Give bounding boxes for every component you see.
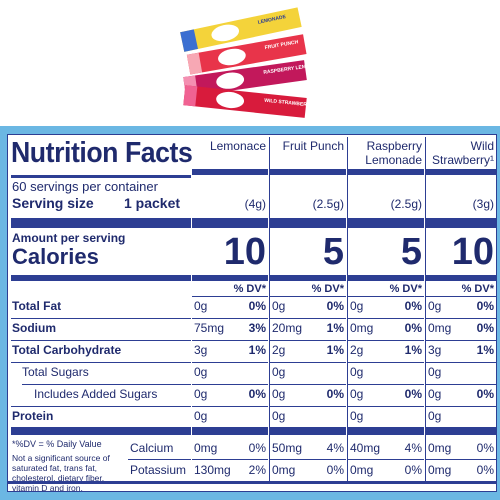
fat-lemonace: 0g — [194, 299, 208, 313]
serving-size-thick-rule — [11, 218, 191, 228]
potassium-dv-fruit-punch: 0% — [326, 463, 344, 477]
sodium-raspberry-lemonade: 0mg — [350, 321, 374, 335]
calories-lemonace: 10 — [223, 231, 266, 273]
carb-raspberry-lemonade: 2g — [350, 343, 364, 357]
sodium-lemonace: 75mg — [194, 321, 225, 335]
serving-lemonace: (4g) — [244, 197, 266, 211]
column-header-raspberry-lemonade: Raspberry Lemonade — [365, 139, 422, 167]
carb-dv-lemonace: 1% — [248, 343, 266, 357]
drink-packets-image: LEMONADE FRUIT PUNCH RASPBERRY LEMONADE … — [180, 7, 324, 118]
added-lemonace: 0g — [194, 387, 208, 401]
protein-fruit-punch: 0g — [272, 409, 286, 423]
carb-wild-strawberry: 3g — [428, 343, 442, 357]
carb-dv-wild-strawberry: 1% — [476, 343, 494, 357]
potassium-dv-wild-strawberry: 0% — [476, 463, 494, 477]
calcium-dv-raspberry-lemonade: 4% — [404, 441, 422, 455]
calcium-wild-strawberry: 0mg — [428, 441, 452, 455]
fat-wild-strawberry: 0g — [428, 299, 442, 313]
protein-thick-rule — [11, 427, 191, 435]
added-raspberry-lemonade: 0g — [350, 387, 364, 401]
dv-header-fruit-punch: % DV* — [311, 283, 344, 295]
bottom-rule — [8, 481, 496, 484]
dv-header-raspberry-lemonade: % DV* — [389, 283, 422, 295]
column-header-fruit-punch: Fruit Punch — [282, 139, 344, 153]
carb-lemonace: 3g — [194, 343, 208, 357]
sodium-wild-strawberry: 0mg — [428, 321, 452, 335]
servings-per-container: 60 servings per container — [12, 179, 158, 194]
serving-size-value: 1 packet — [124, 195, 181, 211]
daily-value-footnote: *%DV = % Daily Value — [12, 439, 102, 449]
row-label-calcium: Calcium — [130, 441, 174, 455]
calcium-lemonace: 0mg — [194, 441, 218, 455]
row-label-total-sugars: Total Sugars — [22, 365, 89, 379]
sodium-dv-raspberry-lemonade: 0% — [404, 321, 422, 335]
column-header-lemonace: Lemonace — [209, 139, 266, 153]
amount-per-serving: Amount per serving — [12, 231, 126, 245]
potassium-fruit-punch: 0mg — [272, 463, 296, 477]
row-label-total-fat: Total Fat — [12, 299, 62, 313]
protein-lemonace: 0g — [194, 409, 208, 423]
potassium-lemonace: 130mg — [194, 463, 231, 477]
calories-thick-rule — [11, 275, 191, 281]
sugars-fruit-punch: 0g — [272, 365, 286, 379]
sodium-dv-fruit-punch: 1% — [326, 321, 344, 335]
sugars-lemonace: 0g — [194, 365, 208, 379]
potassium-raspberry-lemonade: 0mg — [350, 463, 374, 477]
added-wild-strawberry: 0g — [428, 387, 442, 401]
added-dv-raspberry-lemonade: 0% — [404, 387, 422, 401]
potassium-wild-strawberry: 0mg — [428, 463, 452, 477]
added-dv-lemonace: 0% — [248, 387, 266, 401]
row-label-total-carbohydrate: Total Carbohydrate — [12, 343, 122, 357]
row-label-potassium: Potassium — [130, 463, 187, 477]
svg-text:FRUIT PUNCH: FRUIT PUNCH — [264, 39, 299, 51]
svg-text:WILD STRAWBERRY: WILD STRAWBERRY — [264, 98, 315, 109]
fat-raspberry-lemonade: 0g — [350, 299, 364, 313]
sugars-raspberry-lemonade: 0g — [350, 365, 364, 379]
serving-size-label: Serving size — [12, 195, 94, 211]
sodium-fruit-punch: 20mg — [272, 321, 303, 335]
carb-dv-fruit-punch: 1% — [326, 343, 344, 357]
added-dv-fruit-punch: 0% — [326, 387, 344, 401]
serving-raspberry-lemonade: (2.5g) — [390, 197, 422, 211]
nutrition-facts-title: Nutrition Facts — [11, 137, 193, 169]
potassium-dv-lemonace: 2% — [248, 463, 266, 477]
row-label-sodium: Sodium — [12, 321, 56, 335]
product-image-area: LEMONADE FRUIT PUNCH RASPBERRY LEMONADE … — [0, 0, 500, 126]
calories-wild-strawberry: 10 — [451, 231, 494, 273]
calcium-fruit-punch: 50mg — [272, 441, 303, 455]
calcium-dv-lemonace: 0% — [248, 441, 266, 455]
carb-fruit-punch: 2g — [272, 343, 286, 357]
fat-dv-fruit-punch: 0% — [326, 299, 344, 313]
carb-dv-raspberry-lemonade: 1% — [404, 343, 422, 357]
added-dv-wild-strawberry: 0% — [476, 387, 494, 401]
protein-raspberry-lemonade: 0g — [350, 409, 364, 423]
dv-header-lemonace: % DV* — [233, 283, 266, 295]
fat-dv-raspberry-lemonade: 0% — [404, 299, 422, 313]
added-fruit-punch: 0g — [272, 387, 286, 401]
calories-fruit-punch: 5 — [322, 231, 344, 273]
column-header-wild-strawberry: Wild Strawberry¹ — [431, 139, 494, 167]
row-label-added-sugars: Includes Added Sugars — [34, 387, 158, 401]
calcium-dv-wild-strawberry: 0% — [476, 441, 494, 455]
calories-label: Calories — [12, 244, 99, 269]
not-significant-source-note: Not a significant source of saturated fa… — [12, 453, 110, 493]
fat-fruit-punch: 0g — [272, 299, 286, 313]
sodium-dv-wild-strawberry: 0% — [476, 321, 494, 335]
calcium-dv-fruit-punch: 4% — [326, 441, 344, 455]
serving-wild-strawberry: (3g) — [472, 197, 494, 211]
sugars-wild-strawberry: 0g — [428, 365, 442, 379]
protein-wild-strawberry: 0g — [428, 409, 442, 423]
potassium-dv-raspberry-lemonade: 0% — [404, 463, 422, 477]
svg-text:LEMONADE: LEMONADE — [257, 14, 287, 26]
title-rule — [11, 175, 191, 178]
dv-header-wild-strawberry: % DV* — [461, 283, 494, 295]
sodium-dv-lemonace: 3% — [248, 321, 266, 335]
calories-raspberry-lemonade: 5 — [400, 231, 422, 273]
nutrition-facts-label: Nutrition Facts 60 servings per containe… — [7, 134, 497, 493]
calcium-raspberry-lemonade: 40mg — [350, 441, 381, 455]
fat-dv-lemonace: 0% — [248, 299, 266, 313]
serving-fruit-punch: (2.5g) — [312, 197, 344, 211]
fat-dv-wild-strawberry: 0% — [476, 299, 494, 313]
row-label-protein: Protein — [12, 409, 54, 423]
